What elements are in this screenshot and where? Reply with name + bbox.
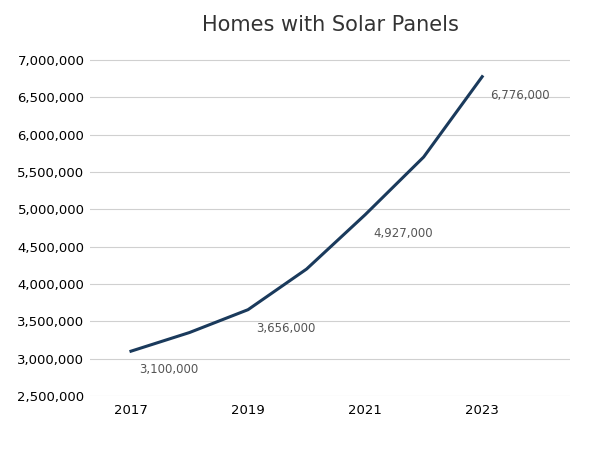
Title: Homes with Solar Panels: Homes with Solar Panels xyxy=(202,15,458,35)
Text: 3,100,000: 3,100,000 xyxy=(139,364,199,376)
Text: 6,776,000: 6,776,000 xyxy=(491,89,550,102)
Text: 3,656,000: 3,656,000 xyxy=(256,322,316,335)
Text: 4,927,000: 4,927,000 xyxy=(373,227,433,240)
